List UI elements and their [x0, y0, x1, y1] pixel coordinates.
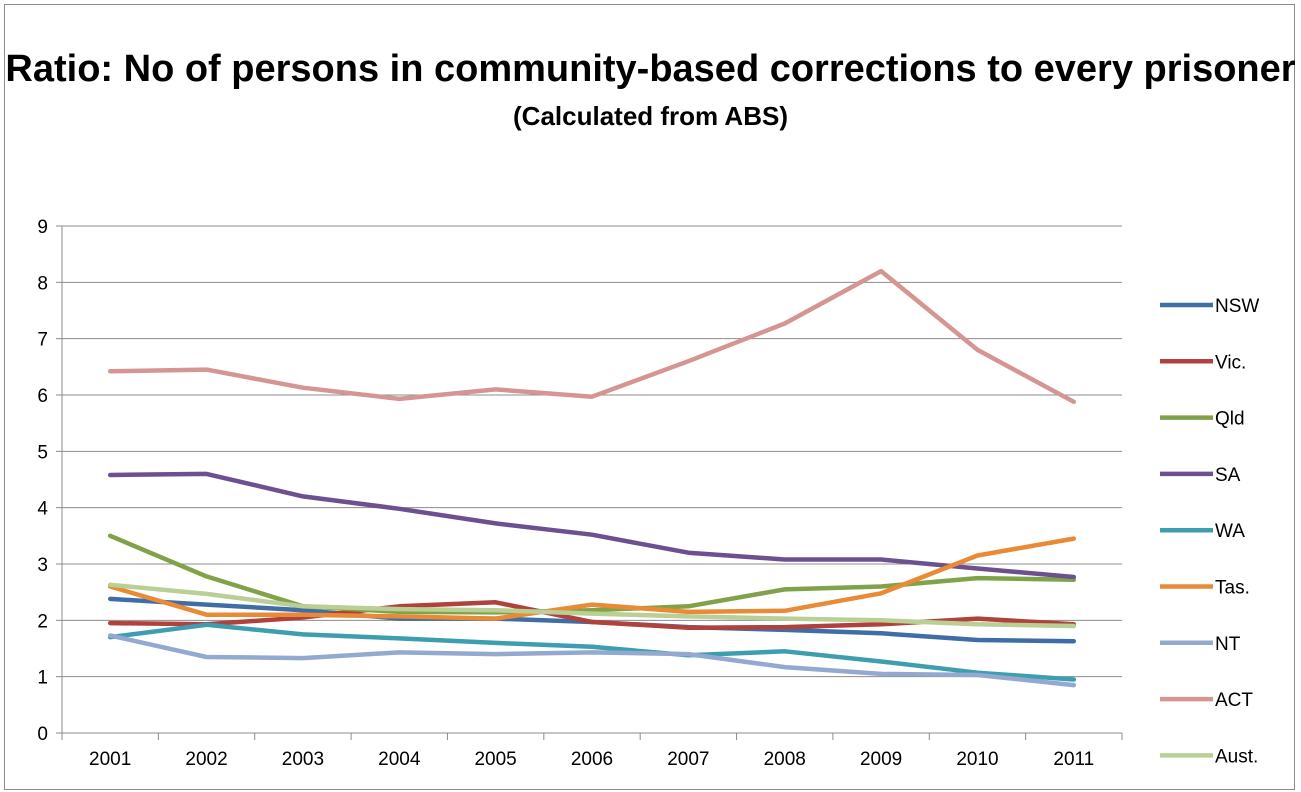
x-tick-label: 2003: [282, 749, 324, 770]
x-tick-label: 2005: [474, 749, 516, 770]
series-line-tas: [107, 536, 1077, 621]
y-tick-label: 8: [37, 273, 48, 294]
y-tick-label: 2: [37, 611, 48, 632]
x-tick-label: 2009: [860, 749, 902, 770]
x-tick-label: 2002: [185, 749, 227, 770]
x-tick-label: 2010: [956, 749, 998, 770]
series-line-act: [107, 268, 1077, 405]
y-tick-label: 7: [37, 330, 48, 351]
legend-label-vic: Vic.: [1215, 352, 1246, 373]
y-tick-label: 0: [37, 724, 48, 745]
legend-label-nsw: NSW: [1215, 296, 1259, 317]
series-line-sa: [107, 471, 1077, 580]
legend-label-act: ACT: [1215, 690, 1253, 711]
chart-title-block: Ratio: No of persons in community-based …: [5, 45, 1296, 133]
y-tick-label: 5: [37, 442, 48, 463]
legend-label-tas: Tas.: [1215, 578, 1250, 599]
y-tick-label: 6: [37, 386, 48, 407]
x-tick-label: 2001: [89, 749, 131, 770]
legend-label-wa: WA: [1215, 521, 1245, 542]
x-tick-label: 2007: [667, 749, 709, 770]
x-tick-label: 2008: [764, 749, 806, 770]
y-tick-label: 3: [37, 555, 48, 576]
series-line-wa: [107, 622, 1077, 682]
y-tick-label: 4: [37, 499, 48, 520]
x-tick-label: 2004: [378, 749, 421, 770]
x-tick-label: 2006: [571, 749, 613, 770]
legend-label-nt: NT: [1215, 634, 1241, 655]
y-tick-label: 9: [37, 217, 48, 238]
legend-label-aust: Aust.: [1215, 746, 1258, 767]
legend-label-sa: SA: [1215, 465, 1241, 486]
legend-label-qld: Qld: [1215, 409, 1245, 430]
series-line-nt: [107, 633, 1077, 688]
y-tick-label: 1: [37, 668, 48, 689]
chart-title: Ratio: No of persons in community-based …: [5, 48, 1296, 90]
x-tick-label: 2011: [1053, 749, 1094, 770]
series-line-qld: [107, 533, 1077, 615]
chart-subtitle: (Calculated from ABS): [513, 101, 788, 131]
series-line-aust: [107, 582, 1077, 629]
